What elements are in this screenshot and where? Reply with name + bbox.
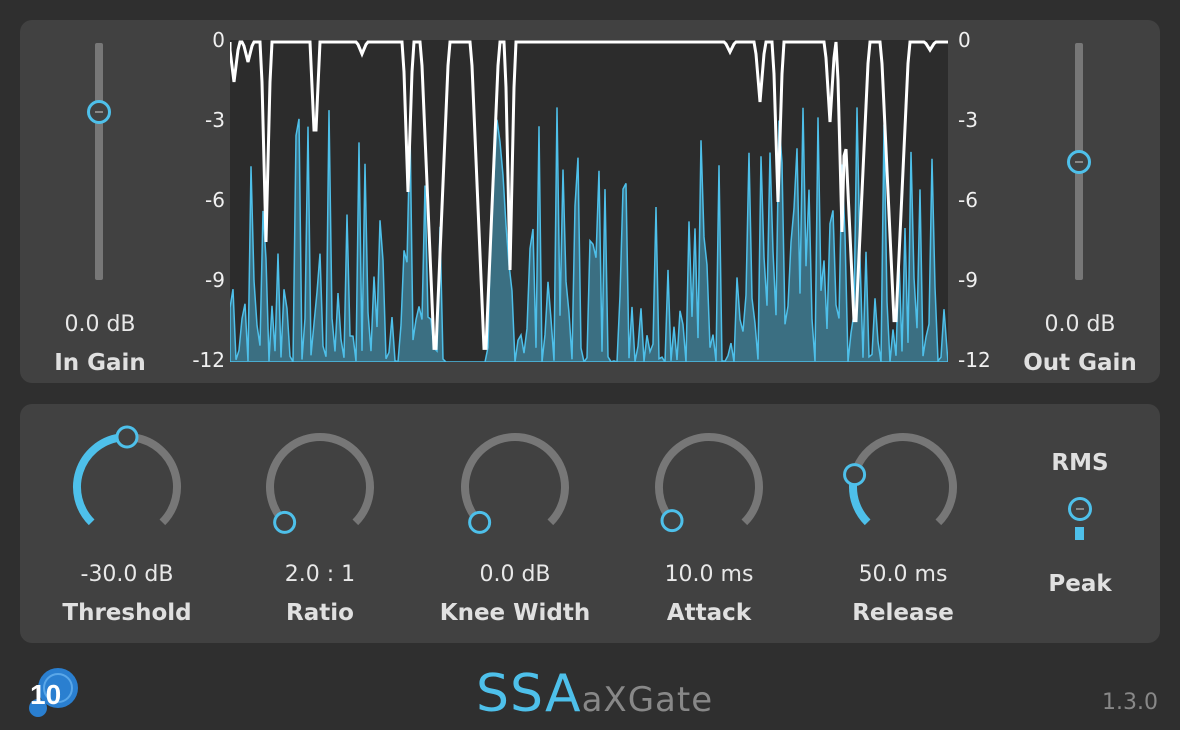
brand-accent: SSA xyxy=(476,664,582,724)
gain-reduction-trace xyxy=(228,40,948,350)
in-gain-slider[interactable] xyxy=(95,43,103,280)
knob-value-arc xyxy=(73,433,120,526)
right-scale-tick: -12 xyxy=(958,348,991,372)
in-gain-label: In Gain xyxy=(54,350,146,376)
detector-toggle-track[interactable] xyxy=(1075,527,1084,540)
knob-value: 0.0 dB xyxy=(479,562,551,587)
knob-track-arc xyxy=(134,433,181,526)
right-scale-tick: 0 xyxy=(958,28,971,52)
brand-name: aXGate xyxy=(581,680,714,720)
knob-value-arc xyxy=(849,481,871,526)
out-gain-value: 0.0 dB xyxy=(1044,312,1116,337)
left-scale-tick: -6 xyxy=(205,188,225,212)
gain-reduction-meter xyxy=(228,40,949,365)
knob-knee-width[interactable] xyxy=(445,417,585,557)
knob-handle[interactable] xyxy=(660,509,684,533)
knob-label: Release xyxy=(852,600,954,626)
knob-value: 2.0 : 1 xyxy=(284,562,356,587)
knob-threshold[interactable] xyxy=(57,417,197,557)
out-gain-label: Out Gain xyxy=(1023,350,1137,376)
knob-handle[interactable] xyxy=(468,510,492,534)
knob-release[interactable] xyxy=(833,417,973,557)
knob-track-arc xyxy=(655,433,763,526)
in-gain-slider-handle[interactable] xyxy=(87,99,111,124)
knob-label: Attack xyxy=(666,600,752,626)
meter-graph xyxy=(228,40,949,365)
peak-label[interactable]: Peak xyxy=(1048,571,1112,597)
knob-label: Ratio xyxy=(286,600,354,626)
product-title: SSAaXGate xyxy=(476,664,713,724)
knob-attack[interactable] xyxy=(639,417,779,557)
out-gain-slider-handle[interactable] xyxy=(1067,149,1091,174)
left-scale-tick: 0 xyxy=(212,28,225,52)
controls-panel xyxy=(20,404,1160,643)
knob-handle[interactable] xyxy=(273,510,297,534)
left-scale-tick: -9 xyxy=(205,268,225,292)
knob-handle[interactable] xyxy=(115,425,139,449)
knob-track-arc xyxy=(461,433,569,526)
right-scale-tick: -6 xyxy=(958,188,978,212)
knob-ratio[interactable] xyxy=(250,417,390,557)
detector-toggle-handle[interactable] xyxy=(1068,497,1092,521)
right-scale-tick: -9 xyxy=(958,268,978,292)
knob-handle[interactable] xyxy=(843,463,867,487)
left-scale-tick: -12 xyxy=(192,348,225,372)
knob-value: 50.0 ms xyxy=(858,562,948,587)
version-label: 1.3.0 xyxy=(1102,690,1158,715)
in-gain-value: 0.0 dB xyxy=(64,312,136,337)
rms-label[interactable]: RMS xyxy=(1051,450,1109,476)
right-scale-tick: -3 xyxy=(958,108,978,132)
knob-label: Threshold xyxy=(62,600,192,626)
svg-text:10: 10 xyxy=(30,679,61,710)
plugin-logo: 10 xyxy=(29,668,78,717)
left-scale-tick: -3 xyxy=(205,108,225,132)
knob-value: -30.0 dB xyxy=(80,562,174,587)
knob-track-arc xyxy=(266,433,374,526)
knob-track-arc xyxy=(853,433,957,526)
knob-label: Knee Width xyxy=(439,600,591,626)
knob-value: 10.0 ms xyxy=(664,562,754,587)
